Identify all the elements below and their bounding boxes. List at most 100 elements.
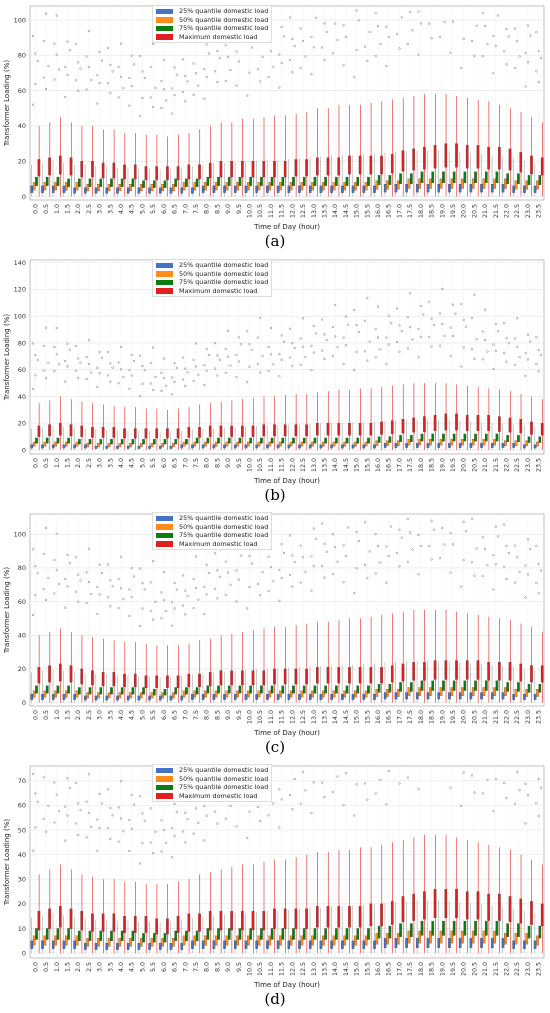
x-axis-label: Time of Day (hour): [253, 981, 320, 989]
outlier-point: [85, 571, 88, 574]
box-75-quantile: [45, 928, 49, 940]
x-tick-label: 5.0: [139, 962, 146, 972]
box-25-quantile: [458, 184, 462, 193]
outlier-point: [55, 793, 58, 796]
box-maximum: [144, 675, 148, 688]
outlier-point: [374, 792, 377, 795]
box-75-quantile: [56, 437, 60, 444]
box-maximum: [348, 667, 351, 684]
box-50-quantile: [150, 184, 154, 192]
outlier-point: [246, 836, 249, 839]
time-slot-19.5: [448, 531, 458, 703]
box-50-quantile: [97, 938, 100, 947]
x-tick-label: 13.0: [311, 962, 318, 976]
x-tick-label: 22.5: [514, 962, 521, 976]
caption-a: (a): [264, 232, 286, 250]
x-tick-label: 13.0: [311, 710, 318, 724]
y-axis-label: Transformer Loading (%): [3, 819, 11, 906]
outlier-point: [481, 358, 484, 361]
outlier-point: [334, 303, 337, 307]
outlier-point: [321, 318, 324, 321]
outlier-point: [494, 44, 497, 47]
box-50-quantile: [268, 935, 272, 946]
time-slot-10.0: [244, 18, 255, 197]
y-tick-label: 80: [18, 564, 26, 572]
outlier-point: [355, 49, 358, 52]
outlier-point: [387, 769, 390, 773]
time-slot-15.0: [351, 783, 362, 954]
outlier-point: [218, 575, 221, 578]
outlier-point: [31, 849, 35, 852]
box-25-quantile: [212, 694, 216, 700]
box-75-quantile: [388, 436, 392, 443]
outlier-point: [529, 547, 532, 551]
box-maximum: [444, 143, 448, 168]
box-50-quantile: [182, 690, 186, 698]
x-tick-label: 9.0: [225, 458, 232, 468]
outlier-point: [291, 554, 294, 557]
outlier-point: [374, 532, 377, 536]
box-maximum: [144, 166, 148, 181]
outlier-point: [438, 312, 442, 315]
outlier-point: [213, 587, 217, 590]
outlier-point: [248, 365, 251, 368]
box-25-quantile: [383, 443, 387, 448]
box-maximum: [251, 425, 255, 437]
box-maximum: [390, 901, 394, 925]
box-25-quantile: [105, 943, 109, 950]
box-50-quantile: [64, 441, 68, 447]
outlier-point: [87, 547, 90, 550]
x-tick-label: 4.5: [129, 204, 136, 214]
legend-entry: Maximum domestic load: [156, 540, 268, 549]
box-75-quantile: [67, 928, 70, 940]
panel-c: 0 20 40 60 80 100 0.0 0.5 1.0 1.5 2.0 2.5 3.0 3.5 4.0 4…: [0, 508, 550, 760]
x-tick-label: 18.5: [429, 962, 436, 976]
box-50-quantile: [493, 178, 496, 189]
outlier-point: [173, 802, 176, 805]
x-tick-label: 1.0: [54, 962, 61, 972]
time-slot-11.5: [276, 543, 287, 703]
outlier-point: [299, 544, 302, 547]
time-slot-17.5: [405, 10, 415, 197]
box-75-quantile: [163, 439, 167, 445]
box-maximum: [241, 670, 244, 686]
time-slot-13.5: [319, 318, 330, 450]
box-maximum: [412, 893, 415, 921]
box-25-quantile: [255, 694, 258, 700]
box-25-quantile: [298, 694, 301, 700]
outlier-point: [100, 802, 104, 805]
x-tick-label: 0.5: [43, 962, 50, 972]
box-50-quantile: [97, 184, 100, 192]
time-slot-23.0: [523, 333, 533, 450]
outlier-point: [98, 350, 101, 354]
outlier-point: [240, 554, 243, 557]
outlier-point: [312, 351, 315, 354]
outlier-point: [197, 598, 200, 601]
box-50-quantile: [193, 935, 197, 946]
box-75-quantile: [35, 176, 38, 186]
outlier-point: [250, 562, 253, 565]
box-25-quantile: [266, 940, 269, 949]
box-50-quantile: [97, 443, 100, 448]
time-slot-11.0: [266, 771, 276, 954]
legend-swatch: [156, 34, 173, 40]
box-75-quantile: [474, 171, 477, 184]
outlier-point: [449, 355, 452, 358]
box-75-quantile: [206, 176, 210, 186]
outlier-point: [203, 585, 206, 588]
x-tick-label: 20.0: [461, 710, 468, 724]
box-50-quantile: [536, 441, 539, 447]
box-maximum: [80, 161, 84, 178]
outlier-point: [280, 543, 283, 546]
outlier-point: [31, 34, 35, 38]
box-25-quantile: [159, 943, 162, 950]
box-50-quantile: [439, 687, 443, 696]
box-maximum: [305, 908, 308, 929]
box-75-quantile: [538, 175, 542, 185]
legend-label: Maximum domestic load: [179, 287, 258, 296]
y-tick-label: 140: [14, 259, 26, 267]
box-50-quantile: [289, 690, 293, 698]
outlier-point: [87, 811, 90, 815]
time-slot-19.5: [448, 786, 458, 954]
